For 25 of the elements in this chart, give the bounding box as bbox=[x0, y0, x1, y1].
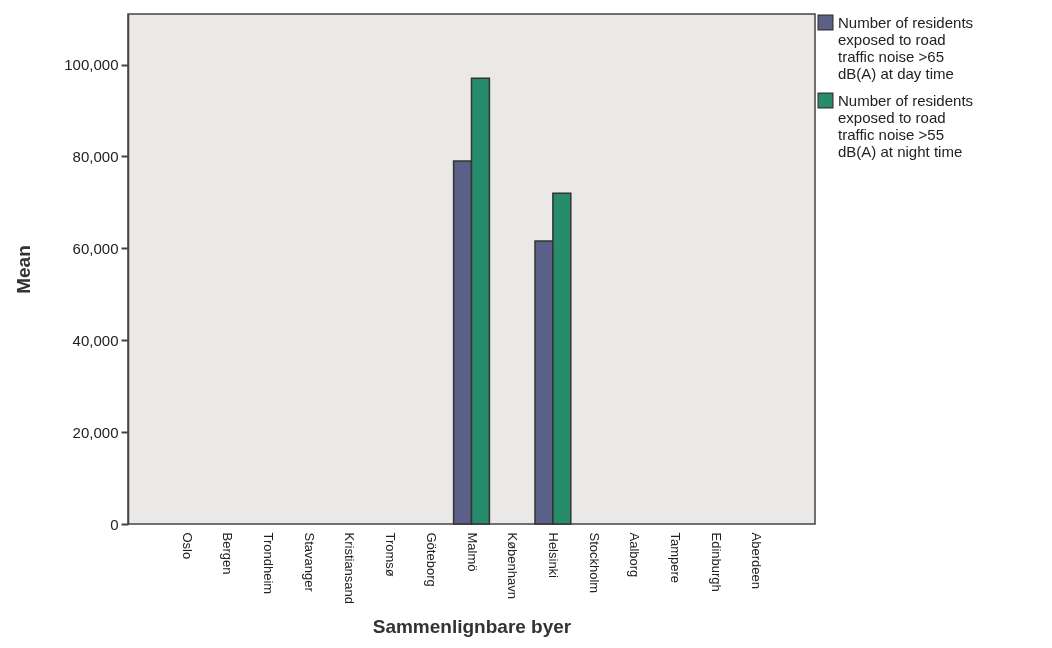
x-tick-label: Oslo bbox=[179, 532, 195, 560]
x-tick-label: Malmö bbox=[464, 532, 480, 572]
y-axis-title: Mean bbox=[13, 245, 35, 294]
x-tick-label: Kristiansand bbox=[342, 532, 358, 605]
x-tick-label: København bbox=[505, 532, 521, 599]
x-tick-label: Tampere bbox=[668, 532, 683, 584]
x-tick-label: Stavanger bbox=[301, 532, 317, 593]
x-tick-label: Göteborg bbox=[423, 532, 439, 587]
y-tick-label: 0 bbox=[110, 515, 119, 533]
y-tick-label: 80,000 bbox=[72, 147, 119, 165]
y-tick-label: 60,000 bbox=[72, 239, 119, 257]
y-tick-label: 40,000 bbox=[72, 331, 119, 349]
x-tick-label: Helsinki bbox=[545, 532, 561, 579]
legend-label: Number of residents exposed to road traffic noise >65 dB(A) at day time bbox=[838, 13, 974, 82]
y-tick-label: 100,000 bbox=[64, 56, 119, 74]
x-tick-label: Bergen bbox=[220, 532, 236, 575]
x-tick-label: Aalborg bbox=[627, 532, 643, 578]
x-tick-label: Stockholm bbox=[586, 532, 602, 594]
x-tick-label: Trondheim bbox=[261, 532, 276, 595]
x-axis-title: Sammenlignbare byer bbox=[372, 616, 572, 638]
legend-label: Number of residents exposed to road traffic noise >55 dB(A) at night time bbox=[838, 91, 974, 160]
x-tick-label: Tromsø bbox=[383, 532, 399, 577]
x-tick-label: Aberdeen bbox=[749, 532, 765, 589]
y-tick-label: 20,000 bbox=[72, 423, 119, 441]
x-tick-label: Edinburgh bbox=[708, 532, 724, 592]
